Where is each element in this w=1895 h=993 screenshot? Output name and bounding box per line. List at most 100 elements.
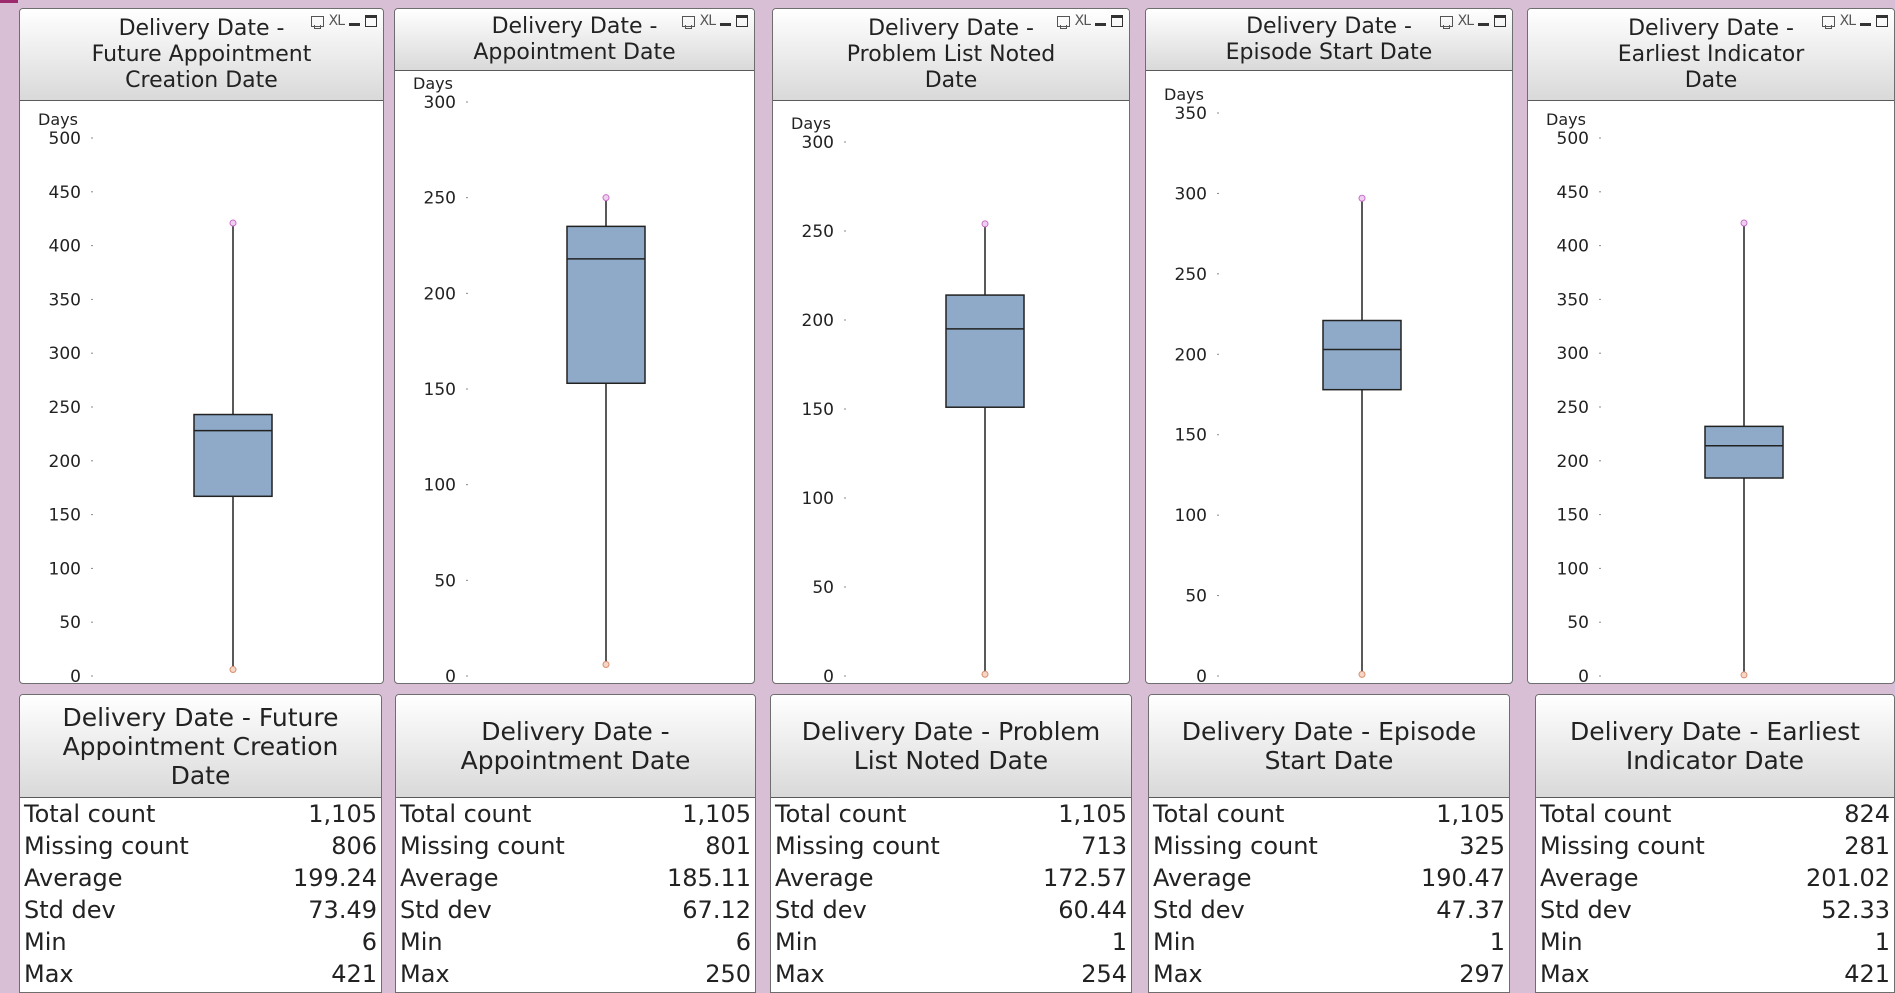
xl-icon[interactable]: XL: [1074, 13, 1091, 29]
chart-caption[interactable]: Delivery Date - Episode Start Date XL: [1146, 9, 1512, 71]
boxplot-panel-future-appointment-creation[interactable]: Delivery Date - Future Appointment Creatio…: [19, 8, 384, 684]
chart-title-line: Delivery Date -: [1628, 15, 1794, 41]
stats-table-earliest-indicator[interactable]: Delivery Date - Earliest Indicator Date To…: [1535, 694, 1895, 993]
chart-title: Delivery Date - Earliest Indicator Date: [1579, 16, 1843, 94]
xl-icon[interactable]: XL: [699, 13, 716, 29]
stats-label: Max: [400, 960, 450, 988]
y-tick-label: 200: [1175, 345, 1207, 365]
stats-row: Std dev 47.37: [1149, 894, 1509, 926]
stats-caption[interactable]: Delivery Date - Future Appointment Creati…: [20, 695, 381, 798]
chart-title-line: Creation Date: [125, 67, 278, 93]
window-accent-bar: [0, 0, 18, 3]
chart-title-line: Date: [924, 67, 978, 93]
maximize-icon[interactable]: [365, 15, 377, 27]
stats-row: Max 421: [1536, 958, 1894, 990]
print-icon[interactable]: [1821, 15, 1835, 29]
y-tick-label: 200: [1557, 452, 1589, 472]
y-tick-label: 250: [1175, 265, 1207, 285]
y-tick-label: 400: [49, 237, 81, 257]
stats-table-appointment-date[interactable]: Delivery Date - Appointment Date Total cou…: [395, 694, 756, 993]
boxplot-panel-problem-list-noted[interactable]: Delivery Date - Problem List Noted Date XL D…: [772, 8, 1130, 684]
chart-title: Delivery Date - Appointment Date: [445, 14, 703, 66]
print-icon[interactable]: [681, 15, 695, 29]
y-tick-label: 350: [1175, 104, 1207, 124]
maximize-icon[interactable]: [1876, 15, 1888, 27]
stats-value: 47.37: [1436, 896, 1505, 924]
stats-label: Average: [400, 864, 499, 892]
maximize-icon[interactable]: [1494, 15, 1506, 27]
stats-title-line: List Noted Date: [853, 746, 1049, 775]
min-point: [981, 670, 989, 678]
stats-caption[interactable]: Delivery Date - Episode Start Date: [1149, 695, 1509, 798]
xl-icon[interactable]: XL: [328, 13, 345, 29]
stats-row: Min 6: [20, 926, 381, 958]
minimize-icon[interactable]: [1478, 22, 1489, 26]
stats-title-line: Appointment Date: [460, 746, 691, 775]
min-point: [602, 661, 610, 669]
y-tick-label: 200: [49, 452, 81, 472]
stats-value: 806: [331, 832, 377, 860]
y-tick-label: 250: [424, 189, 456, 209]
stats-label: Total count: [24, 800, 156, 828]
minimize-icon[interactable]: [1860, 22, 1871, 26]
minimize-icon[interactable]: [349, 22, 360, 26]
stats-value: 199.24: [293, 864, 377, 892]
stats-title-line: Delivery Date - Problem: [801, 717, 1101, 746]
stats-title-line: Delivery Date - Episode: [1181, 717, 1477, 746]
y-tick-label: 200: [424, 284, 456, 304]
stats-label: Max: [775, 960, 825, 988]
print-icon[interactable]: [310, 15, 324, 29]
y-tick-label: 50: [434, 571, 456, 591]
stats-title-line: Date: [170, 760, 231, 790]
stats-label: Average: [775, 864, 874, 892]
chart-caption[interactable]: Delivery Date - Future Appointment Creatio…: [20, 9, 383, 101]
y-tick-label: 400: [1557, 237, 1589, 257]
maximize-icon[interactable]: [736, 15, 748, 27]
stats-caption[interactable]: Delivery Date - Appointment Date: [396, 695, 755, 798]
stats-row: Total count 824: [1536, 798, 1894, 830]
chart-caption[interactable]: Delivery Date - Appointment Date XL: [395, 9, 754, 71]
y-tick-label: 100: [424, 476, 456, 496]
stats-value: 250: [705, 960, 751, 988]
iqr-box: [1704, 425, 1784, 479]
xl-icon[interactable]: XL: [1839, 13, 1856, 29]
y-axis-label: Days: [791, 114, 831, 133]
y-axis-label: Days: [413, 74, 453, 93]
y-axis-label: Days: [1546, 110, 1586, 129]
boxplot-panel-episode-start[interactable]: Delivery Date - Episode Start Date XL Days 0…: [1145, 8, 1513, 684]
stats-table-future-appointment-creation[interactable]: Delivery Date - Future Appointment Creati…: [19, 694, 382, 993]
minimize-icon[interactable]: [1095, 22, 1106, 26]
boxplot-panel-earliest-indicator[interactable]: Delivery Date - Earliest Indicator Date XL D…: [1527, 8, 1895, 684]
y-tick-label: 350: [49, 290, 81, 310]
y-tick-label: 50: [1185, 587, 1207, 607]
stats-label: Average: [24, 864, 123, 892]
stats-caption[interactable]: Delivery Date - Earliest Indicator Date: [1536, 695, 1894, 798]
minimize-icon[interactable]: [720, 22, 731, 26]
boxplot-panel-appointment-date[interactable]: Delivery Date - Appointment Date XL Days 0 50…: [394, 8, 755, 684]
iqr-box: [193, 413, 273, 498]
stats-label: Missing count: [24, 832, 189, 860]
print-icon[interactable]: [1056, 15, 1070, 29]
min-point: [1358, 670, 1366, 678]
stats-row: Total count 1,105: [20, 798, 381, 830]
chart-caption[interactable]: Delivery Date - Problem List Noted Date XL: [773, 9, 1129, 101]
stats-table-problem-list-noted[interactable]: Delivery Date - Problem List Noted Date To…: [770, 694, 1132, 993]
y-tick-label: 500: [1557, 129, 1589, 149]
chart-title: Delivery Date - Future Appointment Creatio…: [71, 16, 332, 94]
print-icon[interactable]: [1439, 15, 1453, 29]
xl-icon[interactable]: XL: [1457, 13, 1474, 29]
stats-value: 1,105: [1436, 800, 1505, 828]
stats-value: 1: [1111, 928, 1127, 956]
y-tick-label: 300: [1175, 184, 1207, 204]
stats-table-episode-start[interactable]: Delivery Date - Episode Start Date Total c…: [1148, 694, 1510, 993]
stats-table: Total count 1,105 Missing count 801 Average 1…: [396, 798, 755, 990]
stats-caption[interactable]: Delivery Date - Problem List Noted Date: [771, 695, 1131, 798]
stats-row: Min 1: [771, 926, 1131, 958]
stats-row: Std dev 60.44: [771, 894, 1131, 926]
max-point: [1358, 194, 1366, 202]
y-tick-label: 50: [812, 578, 834, 598]
stats-label: Average: [1540, 864, 1639, 892]
maximize-icon[interactable]: [1111, 15, 1123, 27]
stats-label: Std dev: [1540, 896, 1632, 924]
chart-caption[interactable]: Delivery Date - Earliest Indicator Date XL: [1528, 9, 1894, 101]
